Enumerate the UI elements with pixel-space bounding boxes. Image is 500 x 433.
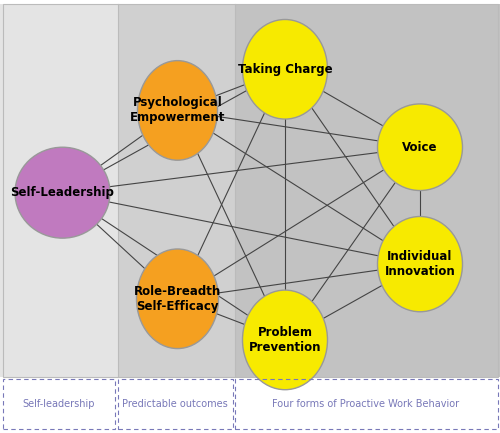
Bar <box>118 379 232 429</box>
Text: Problem
Prevention: Problem Prevention <box>249 326 321 354</box>
Text: Four forms of Proactive Work Behavior: Four forms of Proactive Work Behavior <box>272 399 460 409</box>
Text: Self-Leadership: Self-Leadership <box>10 186 115 199</box>
Ellipse shape <box>242 290 328 390</box>
Ellipse shape <box>15 147 110 238</box>
Ellipse shape <box>242 19 328 119</box>
Ellipse shape <box>378 216 462 312</box>
Text: Voice: Voice <box>402 141 438 154</box>
Ellipse shape <box>136 249 218 349</box>
Text: Self-leadership: Self-leadership <box>22 399 95 409</box>
Text: Individual
Innovation: Individual Innovation <box>384 250 456 278</box>
Ellipse shape <box>138 61 218 160</box>
Ellipse shape <box>378 104 462 191</box>
Text: Predictable outcomes: Predictable outcomes <box>122 399 228 409</box>
Bar <box>2 4 498 377</box>
Bar <box>235 379 498 429</box>
Bar <box>2 379 115 429</box>
Text: Role-Breadth
Self-Efficacy: Role-Breadth Self-Efficacy <box>134 285 221 313</box>
Bar <box>118 4 235 377</box>
Bar <box>0 4 118 377</box>
Text: Psychological
Empowerment: Psychological Empowerment <box>130 97 225 124</box>
Bar <box>235 4 500 377</box>
Text: Taking Charge: Taking Charge <box>238 63 332 76</box>
